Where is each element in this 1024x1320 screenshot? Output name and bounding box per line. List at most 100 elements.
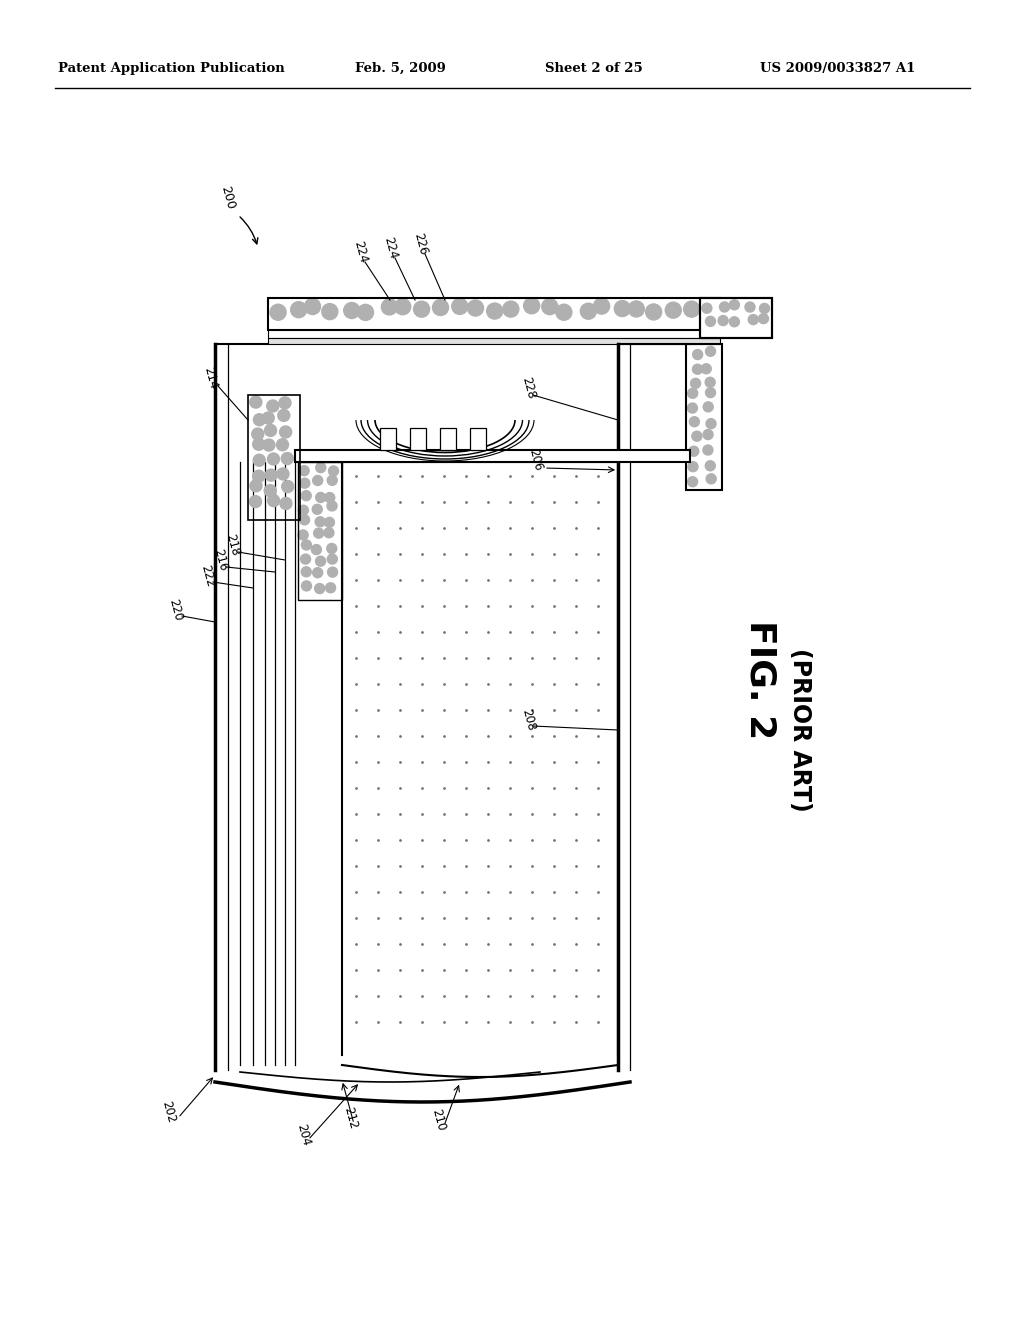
Circle shape bbox=[270, 304, 286, 321]
Circle shape bbox=[594, 298, 609, 314]
Circle shape bbox=[702, 445, 713, 455]
Circle shape bbox=[267, 495, 280, 507]
Circle shape bbox=[301, 554, 310, 564]
Text: 214: 214 bbox=[201, 366, 219, 391]
Circle shape bbox=[703, 401, 713, 412]
Text: 208: 208 bbox=[519, 708, 538, 733]
Circle shape bbox=[300, 515, 309, 525]
Text: US 2009/0033827 A1: US 2009/0033827 A1 bbox=[760, 62, 915, 75]
Circle shape bbox=[523, 298, 540, 314]
Circle shape bbox=[328, 568, 338, 577]
Circle shape bbox=[690, 379, 700, 388]
Text: 228: 228 bbox=[519, 375, 538, 400]
Circle shape bbox=[279, 397, 291, 409]
Circle shape bbox=[701, 364, 712, 374]
Circle shape bbox=[327, 502, 337, 511]
Bar bbox=[470, 428, 486, 450]
Bar bbox=[410, 428, 426, 450]
Circle shape bbox=[253, 413, 265, 426]
Circle shape bbox=[666, 302, 681, 318]
Circle shape bbox=[280, 426, 292, 438]
Text: (PRIOR ART): (PRIOR ART) bbox=[788, 648, 812, 812]
Bar bbox=[268, 298, 720, 330]
Circle shape bbox=[581, 304, 596, 319]
Circle shape bbox=[706, 461, 716, 471]
Text: 224: 224 bbox=[351, 239, 370, 264]
Circle shape bbox=[298, 529, 308, 540]
Circle shape bbox=[706, 346, 716, 356]
Circle shape bbox=[301, 581, 311, 591]
Circle shape bbox=[542, 298, 558, 314]
Circle shape bbox=[315, 517, 326, 527]
Circle shape bbox=[267, 400, 279, 412]
Circle shape bbox=[325, 492, 335, 503]
Circle shape bbox=[688, 388, 697, 399]
Bar bbox=[440, 428, 456, 450]
Circle shape bbox=[745, 302, 755, 312]
Circle shape bbox=[729, 300, 739, 310]
Circle shape bbox=[250, 495, 261, 508]
Circle shape bbox=[432, 300, 449, 315]
Circle shape bbox=[452, 298, 468, 314]
Circle shape bbox=[692, 364, 702, 374]
Circle shape bbox=[282, 480, 294, 492]
Circle shape bbox=[328, 554, 337, 564]
Circle shape bbox=[329, 466, 339, 477]
Circle shape bbox=[322, 304, 338, 319]
Circle shape bbox=[253, 454, 265, 466]
Circle shape bbox=[706, 378, 715, 387]
Text: 220: 220 bbox=[166, 598, 184, 623]
Circle shape bbox=[720, 302, 729, 312]
Bar bbox=[380, 428, 396, 450]
Circle shape bbox=[357, 305, 374, 321]
Circle shape bbox=[749, 314, 759, 325]
Circle shape bbox=[327, 544, 337, 553]
Circle shape bbox=[304, 298, 321, 314]
Circle shape bbox=[280, 498, 292, 510]
Circle shape bbox=[262, 412, 274, 424]
Bar bbox=[268, 330, 720, 338]
Circle shape bbox=[486, 304, 503, 319]
Text: 206: 206 bbox=[526, 447, 544, 473]
Circle shape bbox=[692, 350, 702, 359]
Circle shape bbox=[315, 556, 326, 566]
Circle shape bbox=[312, 504, 323, 515]
Bar bbox=[700, 298, 772, 338]
Circle shape bbox=[250, 396, 262, 408]
Text: FIG. 2: FIG. 2 bbox=[743, 620, 777, 739]
Circle shape bbox=[703, 429, 713, 440]
Bar bbox=[298, 462, 342, 601]
Circle shape bbox=[414, 301, 430, 317]
Circle shape bbox=[312, 568, 323, 578]
Circle shape bbox=[629, 301, 644, 317]
Circle shape bbox=[689, 446, 698, 457]
Circle shape bbox=[267, 453, 280, 465]
Text: 224: 224 bbox=[381, 235, 399, 260]
Circle shape bbox=[253, 470, 265, 482]
Bar bbox=[700, 298, 772, 338]
Circle shape bbox=[706, 388, 716, 397]
Circle shape bbox=[701, 304, 712, 313]
Circle shape bbox=[703, 298, 719, 314]
Circle shape bbox=[253, 438, 264, 450]
Text: 222: 222 bbox=[198, 564, 216, 589]
Text: Feb. 5, 2009: Feb. 5, 2009 bbox=[355, 62, 445, 75]
Circle shape bbox=[684, 301, 699, 317]
Circle shape bbox=[278, 469, 289, 480]
Circle shape bbox=[301, 491, 311, 500]
Circle shape bbox=[692, 432, 701, 441]
Circle shape bbox=[312, 475, 323, 486]
Text: 202: 202 bbox=[159, 1100, 177, 1125]
Circle shape bbox=[688, 477, 697, 487]
Circle shape bbox=[503, 301, 519, 317]
Circle shape bbox=[707, 474, 716, 484]
Circle shape bbox=[324, 528, 334, 537]
Text: Patent Application Publication: Patent Application Publication bbox=[58, 62, 285, 75]
Circle shape bbox=[315, 492, 326, 503]
Text: 226: 226 bbox=[411, 231, 429, 256]
Bar bbox=[686, 345, 722, 490]
Circle shape bbox=[282, 453, 293, 465]
Circle shape bbox=[265, 469, 278, 480]
Text: 218: 218 bbox=[223, 532, 242, 557]
Circle shape bbox=[314, 583, 325, 594]
